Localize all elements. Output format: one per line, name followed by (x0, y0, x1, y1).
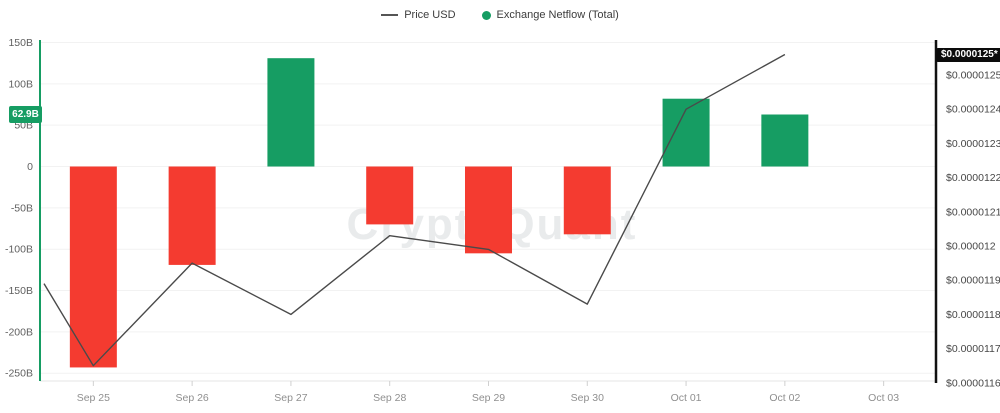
netflow-bar-sep-26[interactable] (168, 166, 216, 265)
x-tick-label: Oct 02 (769, 392, 800, 404)
left-axis-tick-label: -200B (5, 326, 33, 338)
netflow-bar-oct-02[interactable] (761, 114, 809, 167)
left-axis-tick-label: -250B (5, 368, 33, 380)
left-axis-tick-label: -100B (5, 244, 33, 256)
x-tick-label: Sep 29 (472, 392, 505, 404)
netflow-bar-sep-28[interactable] (366, 166, 414, 225)
netflow-bar-sep-29[interactable] (464, 166, 512, 254)
x-tick-label: Sep 27 (274, 392, 307, 404)
netflow-bar-sep-30[interactable] (563, 166, 611, 235)
right-axis-tick-label: $0.0000121 (946, 206, 1000, 218)
price-line (43, 53, 786, 367)
price-value-badge: $0.0000125* (936, 48, 1000, 63)
right-axis-tick-label: $0.0000118 (946, 309, 1000, 321)
right-axis-tick-label: $0.0000117 (946, 343, 1000, 355)
left-axis-tick-label: 0 (27, 161, 33, 173)
right-axis-tick-label: $0.0000123 (946, 138, 1000, 150)
price-line-icon (381, 14, 399, 16)
netflow-value-badge: 62.9B (9, 106, 42, 123)
netflow-dot-icon (481, 10, 491, 20)
chart-legend: Price USD Exchange Netflow (Total) (0, 9, 1000, 21)
right-axis-tick-label: $0.000012 (946, 241, 996, 253)
left-axis-tick-label: -150B (5, 285, 33, 297)
right-axis-tick-label: $0.0000119 (946, 275, 1000, 287)
netflow-bar-sep-27[interactable] (267, 58, 315, 167)
netflow-bar-sep-25[interactable] (69, 166, 117, 368)
legend-label-netflow: Exchange Netflow (Total) (496, 9, 619, 21)
right-axis-tick-label: $0.0000122 (946, 172, 1000, 184)
legend-label-price: Price USD (404, 9, 456, 21)
right-axis-tick-label: $0.0000125 (946, 69, 1000, 81)
x-tick-label: Sep 26 (175, 392, 208, 404)
left-axis-tick-label: 100B (8, 78, 33, 90)
x-tick-label: Sep 25 (77, 392, 110, 404)
legend-item-netflow[interactable]: Exchange Netflow (Total) (481, 9, 619, 21)
x-tick-label: Sep 28 (373, 392, 406, 404)
x-tick-label: Oct 03 (868, 392, 899, 404)
left-axis-tick-label: 150B (8, 37, 33, 49)
x-tick-label: Sep 30 (571, 392, 604, 404)
x-tick-label: Oct 01 (671, 392, 702, 404)
right-axis-tick-label: $0.0000116 (946, 377, 1000, 389)
left-axis-tick-label: -50B (11, 202, 33, 214)
right-axis-tick-label: $0.0000124 (946, 104, 1000, 116)
legend-item-price[interactable]: Price USD (381, 9, 456, 21)
